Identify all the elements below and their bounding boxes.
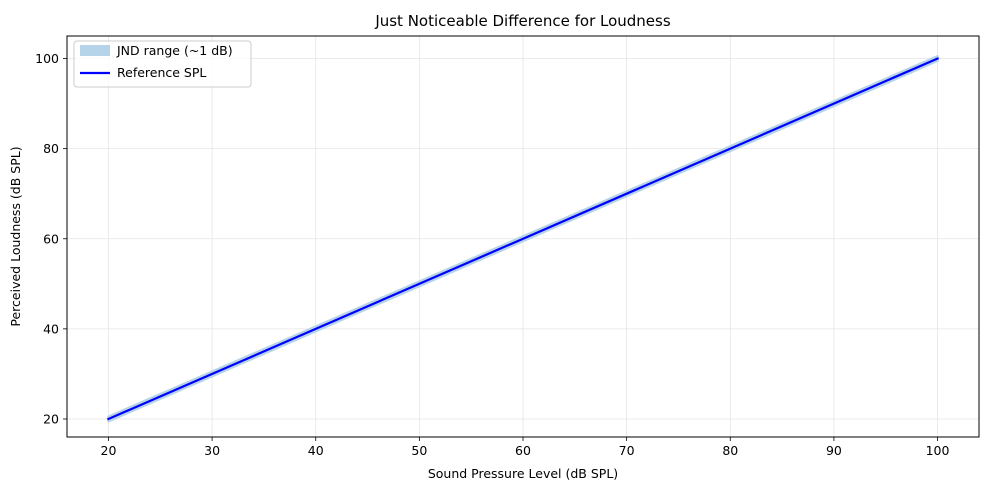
x-tick-label: 60 [515, 443, 531, 458]
y-axis-ticks: 20 40 60 80 100 [35, 51, 67, 426]
legend-label-reference-spl: Reference SPL [117, 65, 206, 80]
x-tick-label: 40 [308, 443, 324, 458]
reference-spl-line [107, 57, 939, 421]
y-axis-label: Perceived Loudness (dB SPL) [8, 146, 23, 326]
legend-box [73, 40, 252, 88]
legend-label-jnd-range: JND range (~1 dB) [116, 43, 233, 58]
y-tick-label: 20 [43, 411, 59, 426]
y-tick-label: 60 [43, 231, 59, 246]
y-tick-label: 80 [43, 141, 59, 156]
x-tick-label: 50 [411, 443, 427, 458]
legend-swatch-jnd-band [80, 45, 110, 56]
x-tick-label: 30 [204, 443, 220, 458]
x-axis-ticks: 20 30 40 50 60 70 80 90 100 [101, 437, 950, 458]
x-tick-label: 20 [101, 443, 117, 458]
chart-title: Just Noticeable Difference for Loudness [374, 12, 671, 30]
x-tick-label: 70 [619, 443, 635, 458]
x-tick-label: 100 [926, 443, 950, 458]
legend: JND range (~1 dB) Reference SPL [73, 40, 252, 88]
x-axis-label: Sound Pressure Level (dB SPL) [428, 466, 618, 481]
line-layer [107, 57, 939, 421]
y-tick-label: 100 [35, 51, 59, 66]
x-tick-label: 80 [722, 443, 738, 458]
x-tick-label: 90 [826, 443, 842, 458]
y-tick-label: 40 [43, 321, 59, 336]
